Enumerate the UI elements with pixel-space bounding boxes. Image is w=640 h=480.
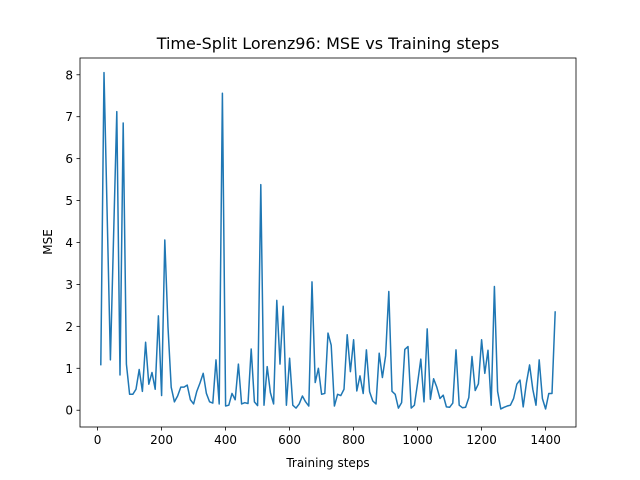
y-tick-label: 1 [65,362,73,376]
x-tick-label: 600 [278,433,301,447]
x-axis-ticks: 0 200 400 600 800 1000 1200 1400 [94,427,561,447]
y-tick-label: 0 [65,404,73,418]
x-tick-label: 400 [214,433,237,447]
plot-area: 0 200 400 600 800 1000 1200 1400 0 1 2 3 4 5 6 7 8 [65,57,577,447]
x-tick-label: 200 [150,433,173,447]
y-tick-label: 2 [65,320,73,334]
x-tick-label: 0 [94,433,102,447]
mse-series-line [100,71,556,410]
x-tick-label: 1000 [402,433,433,447]
chart-title: Time-Split Lorenz96: MSE vs Training ste… [156,34,500,53]
y-tick-label: 7 [65,110,73,124]
x-axis-label: Training steps [285,456,369,470]
y-tick-label: 5 [65,194,73,208]
y-tick-label: 3 [65,278,73,292]
y-axis-label: MSE [41,229,55,255]
x-tick-label: 1200 [466,433,497,447]
y-tick-label: 8 [65,68,73,82]
x-tick-label: 800 [342,433,365,447]
x-tick-label: 1400 [530,433,561,447]
y-axis-ticks: 0 1 2 3 4 5 6 7 8 [65,68,80,418]
y-tick-label: 6 [65,152,73,166]
y-tick-label: 4 [65,236,73,250]
